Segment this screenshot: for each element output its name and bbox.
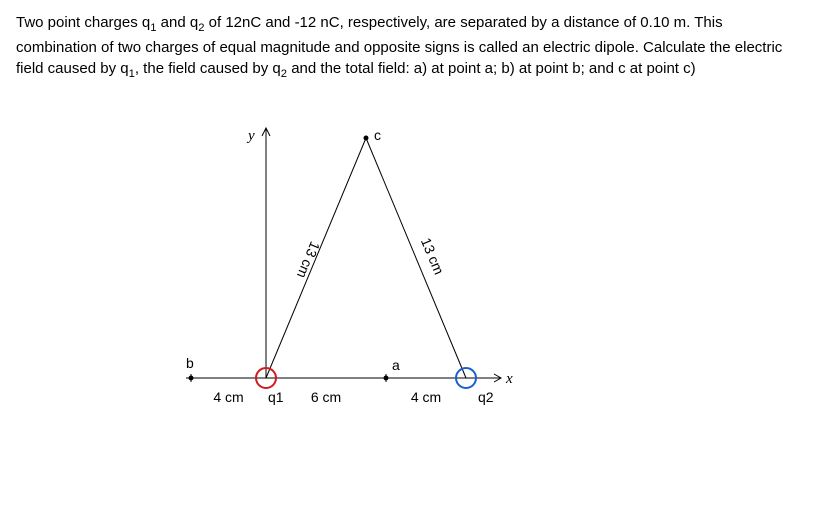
- text: of 12nC and -12 nC, respectively, are se…: [205, 14, 723, 31]
- label-6cm: 6 cm: [311, 389, 341, 405]
- label-13cm-right: 13 cm: [418, 235, 447, 276]
- dipole-diagram: y x c 13 cm 13 cm b a 4 cm 6 cm 4 cm q1 q2: [186, 123, 807, 433]
- problem-statement: Two point charges q1 and q2 of 12nC and …: [16, 12, 807, 83]
- label-4cm-left: 4 cm: [213, 389, 243, 405]
- y-axis-label: y: [246, 128, 255, 144]
- text: , the field caused by q: [135, 60, 281, 77]
- point-c: [364, 135, 369, 140]
- label-13cm-left: 13 cm: [294, 239, 323, 280]
- text: Two point charges q: [16, 14, 150, 31]
- text: and q: [157, 14, 199, 31]
- label-4cm-right: 4 cm: [411, 389, 441, 405]
- text: field caused by q: [16, 60, 129, 77]
- x-axis-label: x: [505, 371, 513, 387]
- label-b: b: [186, 355, 194, 371]
- text: and the total field: a) at point a; b) a…: [287, 60, 696, 77]
- label-q2: q2: [478, 389, 494, 405]
- label-c: c: [374, 127, 381, 143]
- label-a: a: [392, 357, 400, 373]
- label-q1: q1: [268, 389, 284, 405]
- text: combination of two charges of equal magn…: [16, 39, 782, 56]
